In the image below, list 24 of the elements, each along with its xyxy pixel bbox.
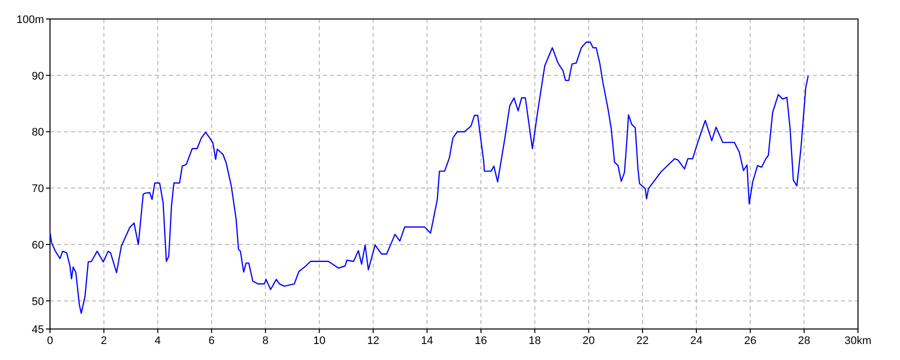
x-tick-label: 24	[690, 335, 703, 347]
x-tick-label: 18	[528, 335, 541, 347]
y-tick-label: 45	[32, 324, 44, 336]
y-tick-label: 80	[32, 126, 44, 139]
y-tick-label: 50	[32, 296, 44, 308]
x-tick-label: 0	[46, 335, 54, 347]
x-tick-label: 6	[208, 335, 215, 347]
x-tick-label: 30km	[844, 335, 872, 347]
x-tick-label: 4	[154, 335, 161, 347]
x-tick-label: 28	[798, 335, 810, 347]
x-tick-label: 16	[474, 335, 488, 347]
x-tick-label: 10	[313, 335, 326, 347]
x-tick-label: 8	[262, 335, 269, 347]
y-tick-label: 90	[32, 70, 44, 82]
x-tick-label: 14	[420, 335, 434, 347]
y-tick-label: 60	[32, 239, 44, 252]
line-series	[49, 42, 809, 314]
x-tick-label: 20	[582, 335, 595, 347]
x-tick-label: 2	[100, 335, 107, 347]
y-tick-label: 100m	[16, 14, 44, 26]
y-tick-label: 70	[32, 183, 44, 196]
x-tick-label: 22	[636, 335, 649, 347]
x-tick-label: 26	[744, 335, 756, 347]
x-tick-label: 12	[367, 335, 380, 347]
